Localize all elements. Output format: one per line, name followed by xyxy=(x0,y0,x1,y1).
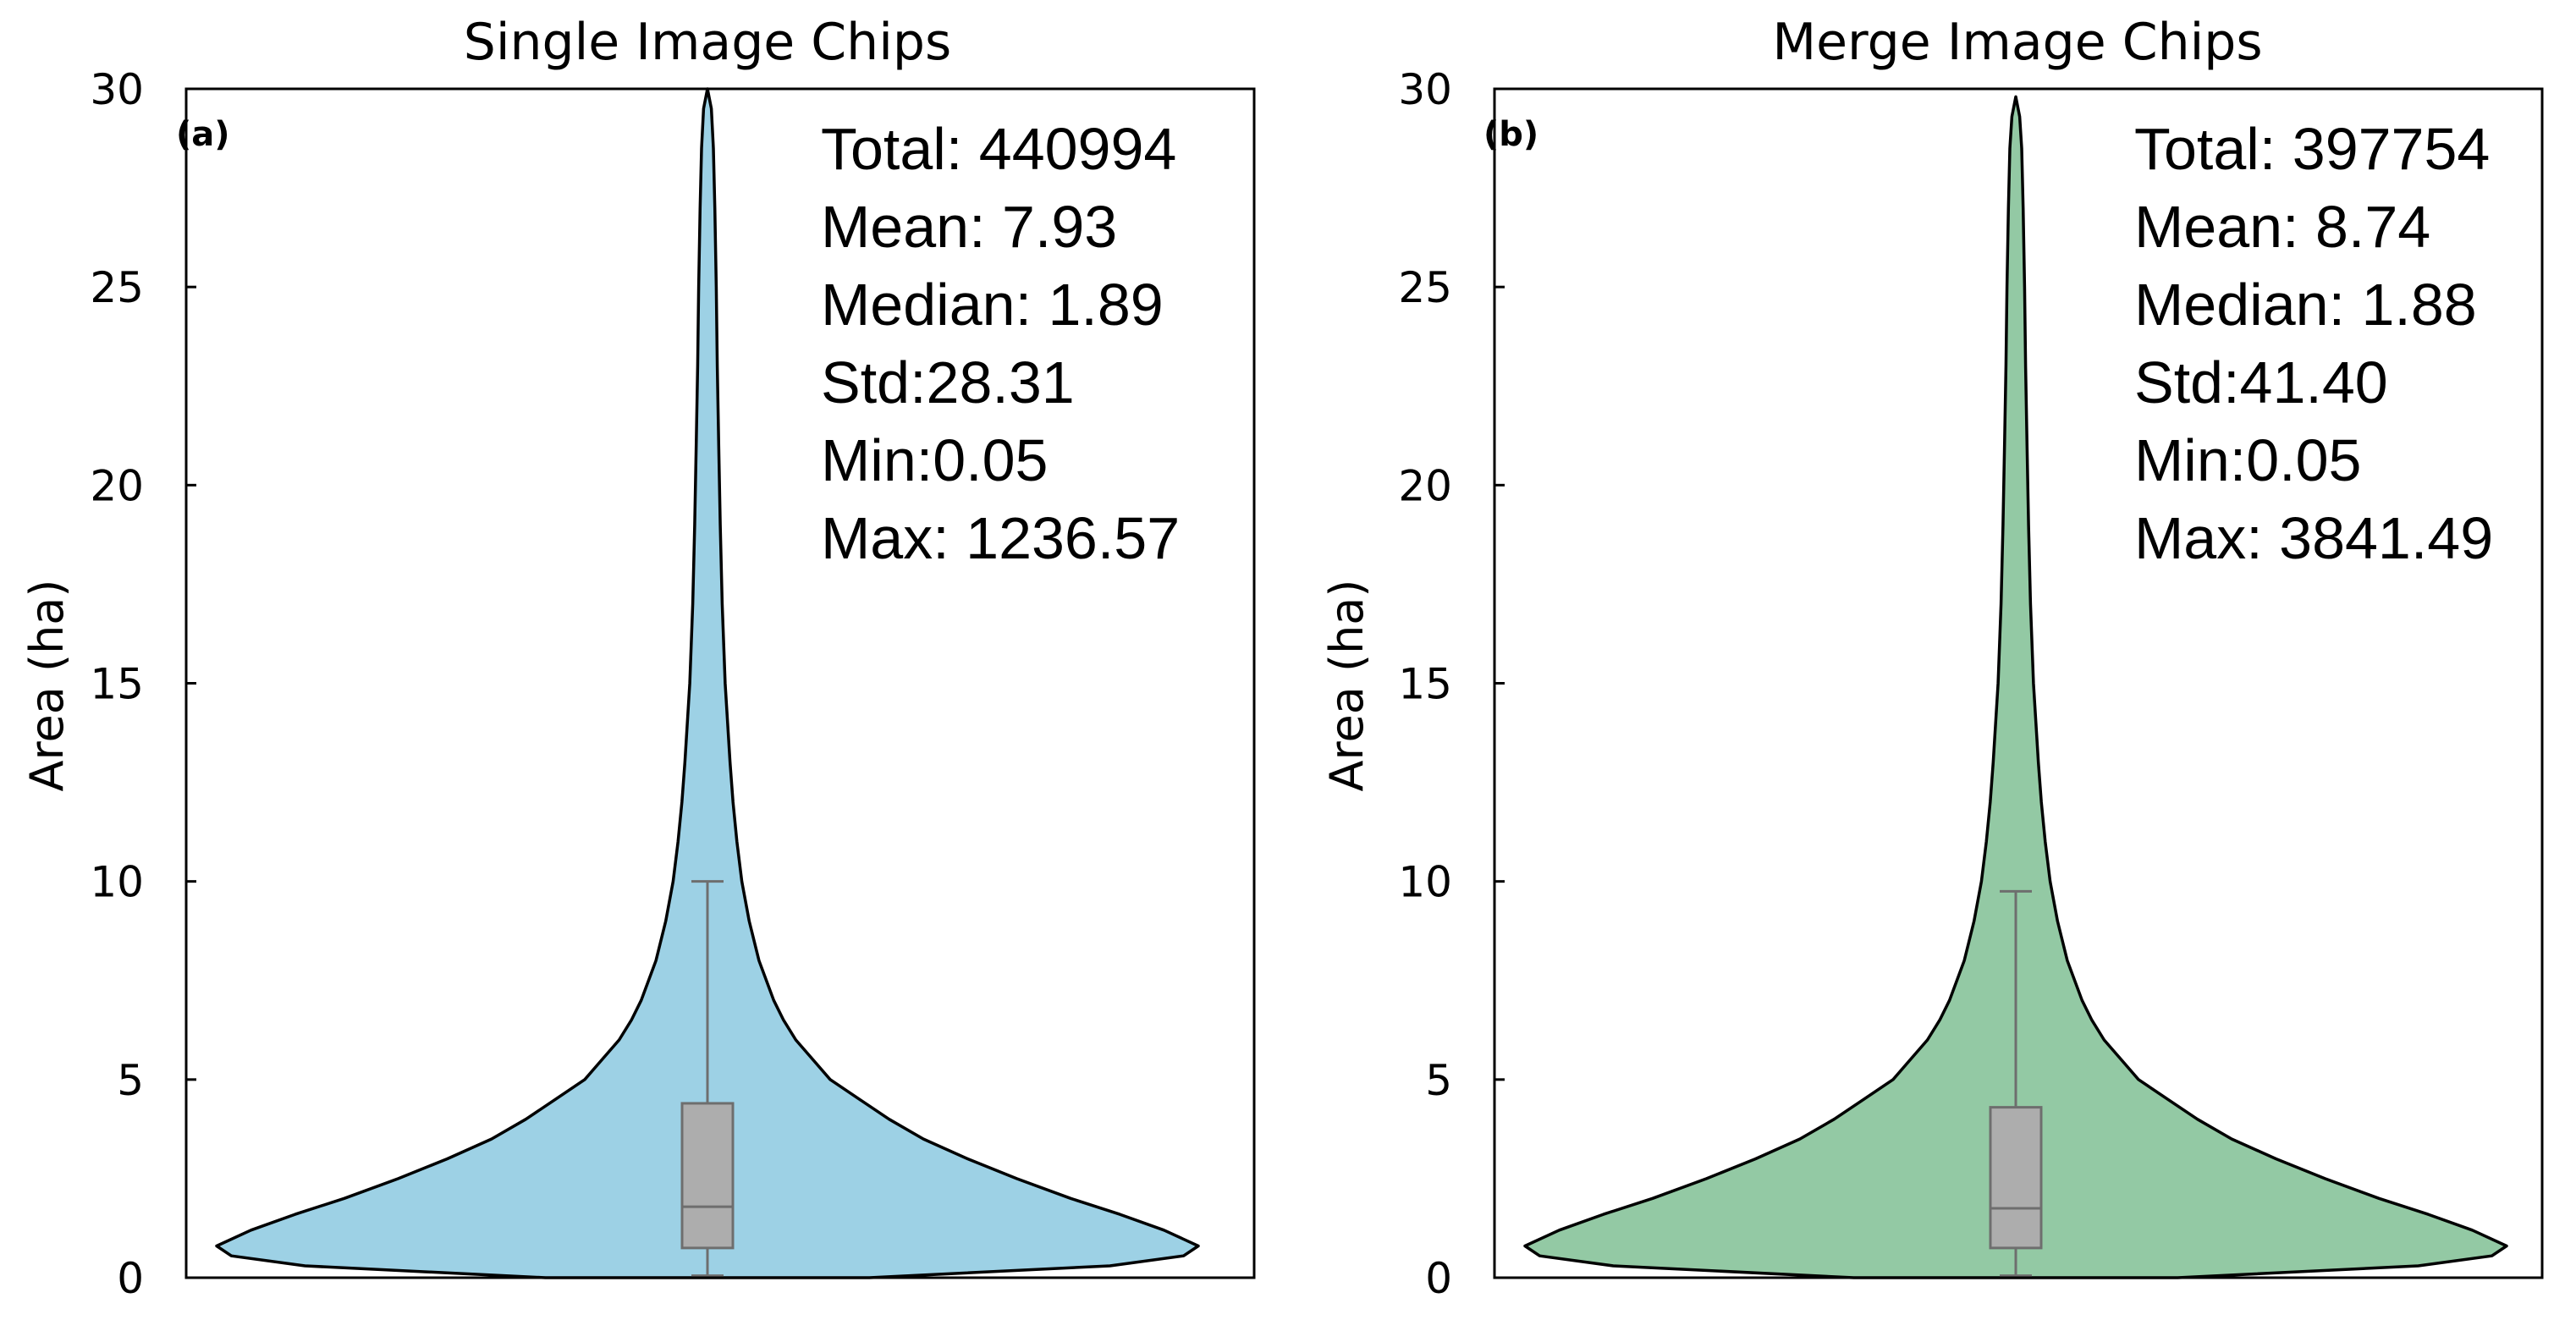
y-tick-label: 30 xyxy=(1398,65,1452,114)
stats-line: Max: 1236.57 xyxy=(821,505,1180,571)
y-axis-label: Area (ha) xyxy=(20,580,74,792)
y-tick-label: 10 xyxy=(90,858,144,907)
violin-body xyxy=(1523,95,2508,1279)
stats-line: Total: 440994 xyxy=(821,116,1176,182)
y-tick-label: 30 xyxy=(90,65,144,114)
stats-line: Min:0.05 xyxy=(821,427,1048,493)
panel-label: (a) xyxy=(176,115,230,154)
y-tick-label: 15 xyxy=(1398,660,1452,709)
y-tick-label: 25 xyxy=(90,263,144,312)
y-tick-label: 0 xyxy=(1425,1254,1452,1303)
stats-line: Min:0.05 xyxy=(2134,427,2361,493)
stats-line: Mean: 8.74 xyxy=(2134,194,2430,260)
y-tick-label: 20 xyxy=(90,461,144,510)
y-tick-label: 5 xyxy=(1425,1056,1452,1105)
y-tick-label: 5 xyxy=(117,1056,144,1105)
y-axis-label: Area (ha) xyxy=(1320,580,1373,792)
stats-line: Std:28.31 xyxy=(821,349,1075,415)
chart-title: Merge Image Chips xyxy=(1772,13,2262,72)
stats-line: Mean: 7.93 xyxy=(821,194,1117,260)
stats-line: Std:41.40 xyxy=(2134,349,2388,415)
stats-line: Median: 1.88 xyxy=(2134,272,2477,338)
violin-body xyxy=(215,87,1200,1279)
iqr-box xyxy=(1989,1106,2043,1250)
panel-a: Single Image Chips Area (ha) (a) 0 5 10 15 2… xyxy=(20,13,1256,1303)
panel-b: Merge Image Chips Area (ha) (b) 0 5 10 15 20… xyxy=(1320,13,2544,1303)
stats-line: Median: 1.89 xyxy=(821,272,1164,338)
iqr-box xyxy=(680,1102,735,1250)
y-tick-label: 10 xyxy=(1398,858,1452,907)
panel-label: (b) xyxy=(1483,115,1538,154)
y-tick-label: 25 xyxy=(1398,263,1452,312)
stats-line: Max: 3841.49 xyxy=(2134,505,2493,571)
chart-title: Single Image Chips xyxy=(464,13,951,72)
y-tick-label: 20 xyxy=(1398,461,1452,510)
stats-line: Total: 397754 xyxy=(2134,116,2490,182)
y-tick-label: 0 xyxy=(117,1254,144,1303)
y-tick-label: 15 xyxy=(90,660,144,709)
